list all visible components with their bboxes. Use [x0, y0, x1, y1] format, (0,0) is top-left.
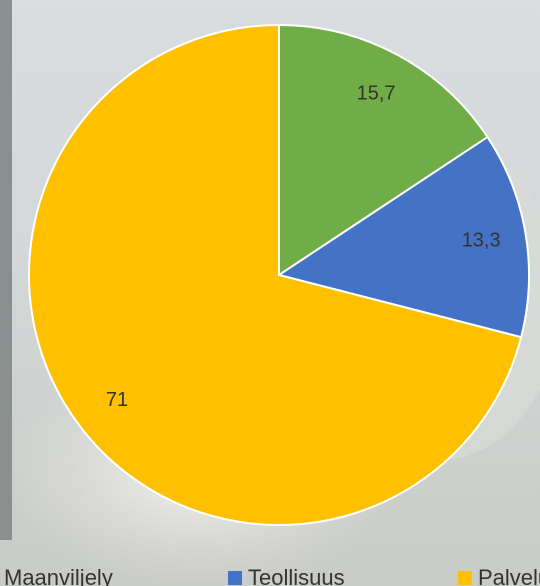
- chart: 15,7 13,3 71 Maanviljely Teollisuus Palvelut: [0, 0, 540, 586]
- data-label: 15,7: [357, 83, 396, 105]
- data-label: 13,3: [462, 229, 501, 251]
- legend-label: Palvelut: [478, 565, 540, 586]
- legend-label: Teollisuus: [248, 565, 345, 586]
- legend-label: Maanviljely: [4, 565, 113, 586]
- legend-marker: [458, 571, 472, 585]
- data-label: 71: [106, 389, 128, 411]
- background-edge: [0, 0, 12, 540]
- legend-marker: [228, 571, 242, 585]
